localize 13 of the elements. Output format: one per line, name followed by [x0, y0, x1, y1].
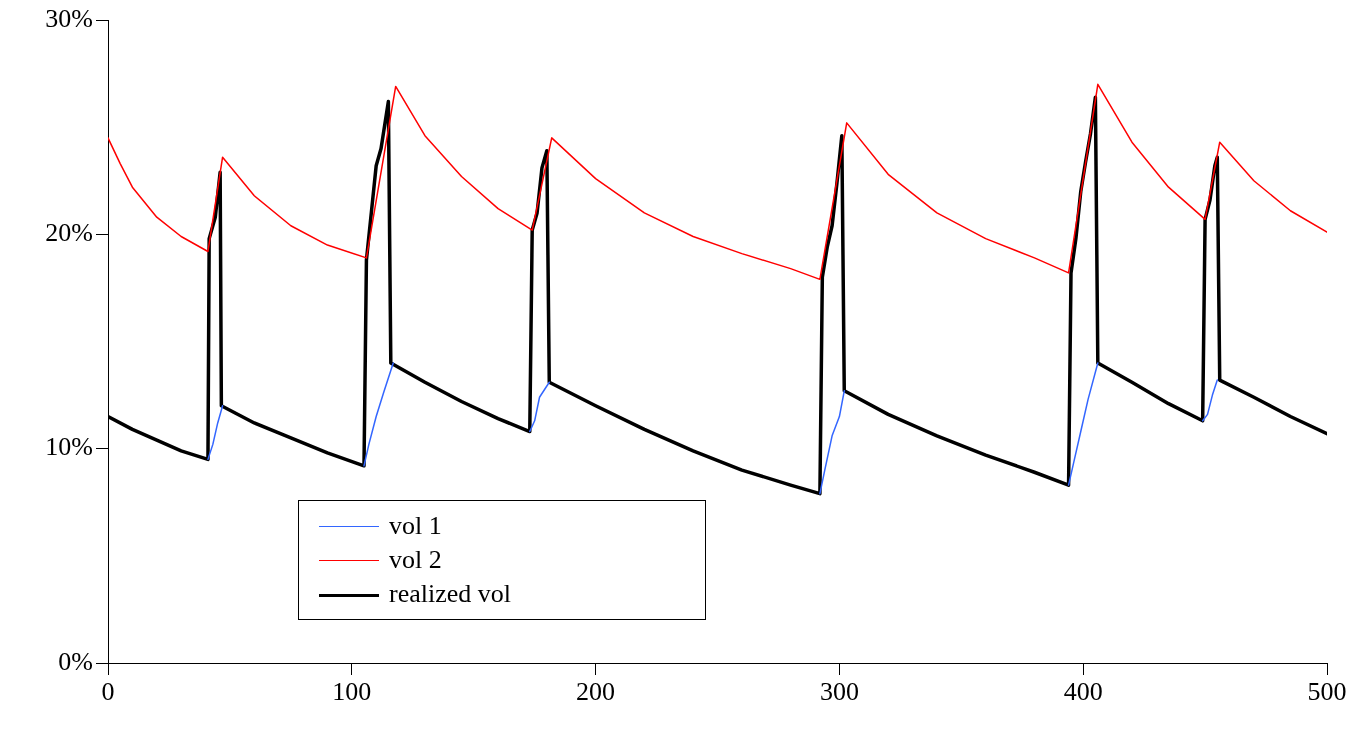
- y-tick-label: 10%: [45, 432, 93, 462]
- y-tick-label: 0%: [58, 646, 93, 676]
- legend-label: realized vol: [389, 579, 511, 608]
- y-tick-label: 20%: [45, 218, 93, 248]
- x-tick-label: 0: [101, 677, 115, 707]
- x-tick-label: 200: [576, 677, 616, 707]
- legend-label: vol 2: [389, 545, 442, 574]
- legend-label: vol 1: [389, 511, 442, 540]
- x-tick-label: 500: [1307, 677, 1347, 707]
- x-tick-label: 300: [819, 677, 859, 707]
- x-tick-label: 100: [332, 677, 372, 707]
- x-tick-label: 400: [1063, 677, 1103, 707]
- y-tick-label: 30%: [45, 3, 93, 33]
